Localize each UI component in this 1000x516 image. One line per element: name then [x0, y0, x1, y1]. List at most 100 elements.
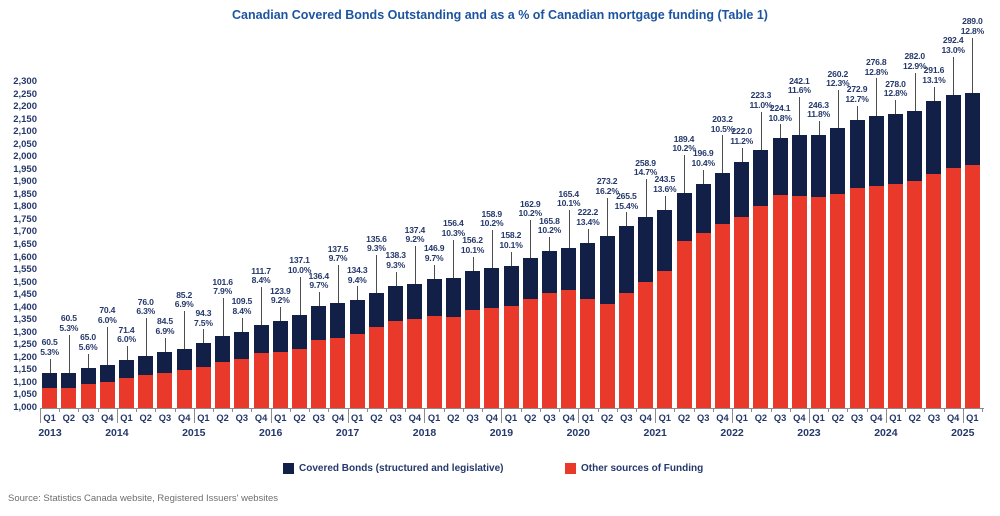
year-separator-tick: [424, 408, 426, 423]
bar-segment-other-sources: [753, 205, 769, 408]
bar-segment-covered-bonds: [407, 284, 423, 319]
bar-segment-other-sources: [868, 185, 884, 408]
label-leader-line: [568, 210, 570, 249]
bar-label-value: 60.5: [41, 337, 58, 347]
x-axis-quarter-label: Q1: [889, 413, 902, 423]
bar-label-percent: 12.8%: [864, 66, 889, 77]
bar-label-percent: 9.2%: [270, 295, 290, 306]
x-axis-year-label: 2015: [182, 427, 206, 439]
bar-segment-covered-bonds: [503, 265, 519, 306]
label-leader-line: [549, 237, 551, 252]
year-separator-tick: [962, 408, 964, 423]
bar-label-percent: 10.4%: [691, 158, 716, 169]
bar-label-percent: 8.4%: [251, 275, 271, 286]
bar-label-value: 137.1: [289, 255, 310, 266]
bar-segment-covered-bonds: [330, 303, 346, 338]
y-axis-label: 1,700: [13, 226, 37, 238]
bar-label-percent: 11.8%: [807, 109, 831, 120]
other-sources-swatch: [565, 463, 576, 474]
x-axis-quarter-label: Q4: [716, 413, 729, 423]
x-axis-quarter-label: Q1: [120, 413, 133, 423]
bar-label-percent: 12.8%: [883, 88, 908, 99]
bar-label-percent: 12.8%: [960, 25, 985, 36]
x-axis-quarter-label: Q1: [504, 413, 518, 423]
x-axis-quarter-label: Q2: [524, 413, 537, 423]
bar-label: 224.1 10.8%: [761, 103, 799, 123]
bar-label-value: 158.2: [500, 230, 522, 241]
bar-label-percent: 10.1%: [556, 198, 581, 209]
y-axis-label: 1,150: [13, 364, 37, 376]
bar-label-percent: 12.3%: [826, 78, 850, 89]
bar-segment-covered-bonds: [772, 138, 788, 195]
bar-segment-other-sources: [215, 361, 231, 408]
year-separator-tick: [116, 408, 118, 423]
bar-label-percent: 13.6%: [653, 183, 677, 194]
bar-label: 70.4 6.0%: [88, 305, 126, 325]
bar-label: 85.2 6.9%: [165, 290, 203, 310]
bar-segment-covered-bonds: [253, 325, 269, 354]
quarter-tick: [751, 408, 753, 412]
bar-label-percent: 7.5%: [194, 317, 213, 328]
x-axis-year-label: 2022: [720, 427, 744, 439]
bar-label: 162.9 10.2%: [511, 198, 549, 219]
bar-segment-other-sources: [599, 304, 615, 408]
bar-segment-covered-bonds: [887, 114, 903, 184]
label-leader-line: [164, 337, 166, 352]
bar-label-value: 135.6: [366, 233, 387, 244]
bar-label-value: 156.2: [462, 235, 483, 246]
label-leader-line: [933, 86, 935, 101]
bar-segment-covered-bonds: [714, 173, 730, 225]
bar-segment-covered-bonds: [272, 321, 288, 353]
label-leader-line: [530, 220, 532, 259]
bar-label: 71.4 6.0%: [108, 325, 146, 345]
x-axis-quarter-label: Q4: [870, 413, 883, 423]
bar-label: 165.8 10.2%: [530, 216, 568, 236]
bar-segment-covered-bonds: [599, 235, 615, 305]
x-axis-quarter-label: Q2: [908, 413, 921, 423]
label-leader-line: [799, 97, 801, 136]
bar-segment-other-sources: [99, 382, 115, 408]
bar-segment-covered-bonds: [157, 351, 173, 373]
bar-segment-covered-bonds: [734, 161, 750, 218]
x-axis-year-label: 2014: [105, 427, 129, 439]
bar-label: 222.0 11.2%: [723, 127, 761, 146]
bar-segment-other-sources: [618, 293, 634, 408]
bar-label: 109.5 8.4%: [223, 297, 261, 316]
bar-label-percent: 10.5%: [710, 123, 735, 134]
bar-label: 137.4 9.2%: [396, 225, 434, 245]
bar-label-value: 222.0: [731, 126, 752, 137]
quarter-tick: [635, 408, 637, 412]
y-axis-label: 1,300: [13, 326, 37, 338]
chart-title: Canadian Covered Bonds Outstanding and a…: [232, 8, 768, 22]
y-axis-label: 1,400: [13, 301, 37, 313]
label-leader-line: [760, 111, 762, 150]
x-axis-year-label: 2018: [412, 427, 437, 439]
x-axis-quarter-label: Q1: [274, 413, 287, 423]
bar-label-value: 292.4: [942, 35, 964, 46]
x-axis-quarter-label: Q3: [850, 413, 864, 423]
bar-segment-other-sources: [522, 299, 538, 408]
year-separator-tick: [732, 408, 734, 423]
bar-segment-other-sources: [176, 370, 192, 408]
quarter-tick: [982, 408, 983, 412]
bar-segment-covered-bonds: [541, 251, 557, 293]
y-axis-label: 2,250: [13, 88, 37, 100]
bar-label-value: 222.2: [577, 207, 599, 218]
bar-segment-covered-bonds: [849, 119, 865, 189]
bar-label-value: 146.9: [423, 243, 445, 254]
label-leader-line: [914, 72, 916, 111]
bar-segment-other-sources: [907, 181, 923, 408]
bar-label-value: 223.3: [750, 90, 772, 101]
bar-label-value: 109.5: [231, 296, 253, 307]
bar-segment-covered-bonds: [195, 343, 211, 368]
bar-segment-other-sources: [311, 340, 327, 408]
bar-segment-other-sources: [388, 320, 404, 408]
bar-label: 260.2 12.3%: [819, 69, 857, 89]
bar-label-value: 162.9: [519, 198, 541, 209]
x-axis-year-label: 2025: [951, 427, 975, 439]
bar-label-value: 276.8: [865, 56, 887, 67]
quarter-tick: [155, 408, 157, 412]
bar-segment-other-sources: [830, 193, 846, 408]
bar-label-value: 134.3: [346, 264, 368, 275]
